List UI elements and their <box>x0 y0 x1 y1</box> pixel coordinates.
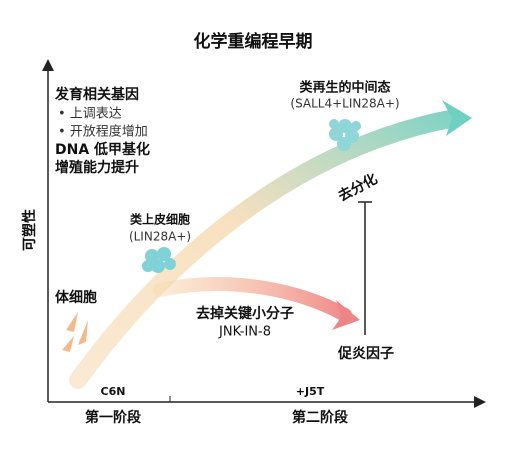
cell-cluster-intermediate <box>329 119 361 151</box>
node-label: 类再生的中间态 <box>299 80 390 96</box>
x-marker: C6N <box>101 385 126 398</box>
branch-label: 去掉关键小分子 <box>196 305 294 322</box>
stage-label: 第二阶段 <box>292 409 348 426</box>
node-label: 体细胞 <box>55 289 97 306</box>
y-axis-label: 可塑性 <box>21 209 38 251</box>
cell-cluster-epithelial <box>142 247 176 273</box>
branch-arrowhead <box>332 300 360 330</box>
title: 化学重编程早期 <box>194 31 313 52</box>
node-sublabel: (SALL4+LIN28A+) <box>290 97 399 111</box>
somatic-cells <box>62 312 88 352</box>
x-marker: +J5T <box>296 385 325 398</box>
gene-heading: 发育相关基因 <box>54 86 139 103</box>
gene-bullet: • 上调表达 <box>58 107 122 122</box>
branch-arrow <box>153 277 352 322</box>
branch-sublabel: JNK-IN-8 <box>218 325 271 340</box>
gene-line: 增殖能力提升 <box>55 159 139 176</box>
main-arrow <box>69 109 464 389</box>
stage-label: 第一阶段 <box>85 409 141 426</box>
main-arrowhead <box>442 100 472 136</box>
node-sublabel: (LIN28A+) <box>129 230 191 244</box>
dedifferentiation-label: 去分化 <box>335 170 380 205</box>
gene-line: DNA 低甲基化 <box>55 141 150 158</box>
gene-bullet: • 开放程度增加 <box>58 124 148 140</box>
node-label: 促炎因子 <box>337 345 394 362</box>
node-label: 类上皮细胞 <box>130 212 190 227</box>
